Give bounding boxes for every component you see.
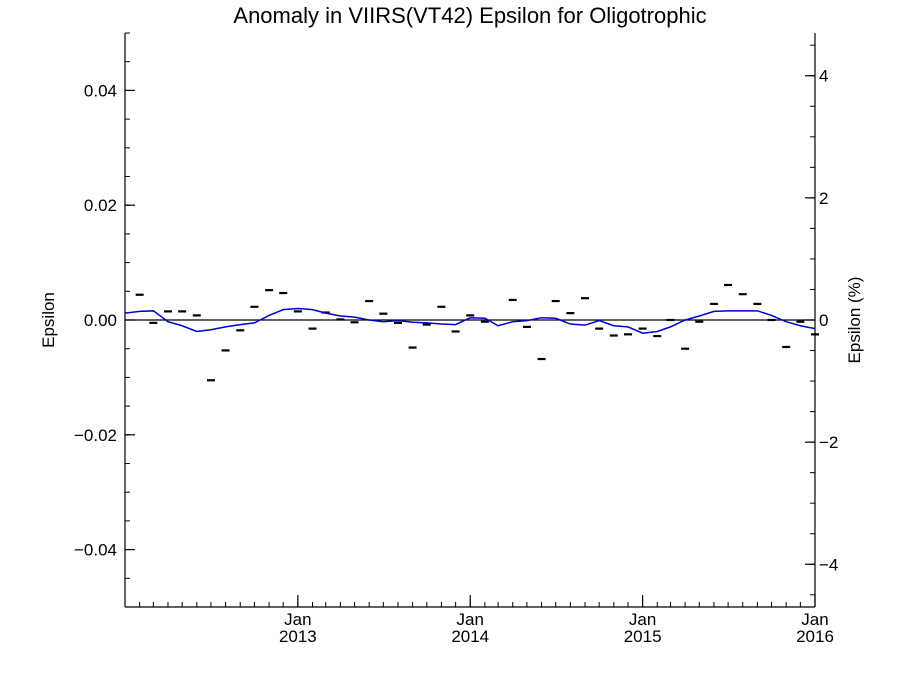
x-tick-label: 2016	[796, 627, 834, 646]
y-tick-label-right: 2	[819, 189, 828, 208]
series-line	[124, 307, 816, 334]
y-tick-label: 0.02	[84, 196, 117, 215]
y-axis-label: Epsilon	[39, 292, 58, 348]
y-tick-label: 0.04	[84, 81, 117, 100]
series-layer	[124, 283, 819, 382]
y-tick-label-right: 0	[819, 311, 828, 330]
x-tick-label: 2013	[279, 627, 317, 646]
x-tick-label: Jan	[801, 610, 828, 629]
y-tick-label-right: −2	[819, 433, 838, 452]
x-tick-label: Jan	[284, 610, 311, 629]
x-tick-label: Jan	[629, 610, 656, 629]
x-tick-label: Jan	[457, 610, 484, 629]
y-tick-label: −0.02	[74, 426, 117, 445]
y-tick-label: 0.00	[84, 311, 117, 330]
y-tick-label-right: 4	[819, 67, 828, 86]
x-tick-label: 2014	[451, 627, 489, 646]
chart-title: Anomaly in VIIRS(VT42) Epsilon for Oligo…	[233, 3, 706, 28]
axis-layer: −0.04−0.020.000.020.04−4−2024Jan2013Jan2…	[74, 32, 838, 646]
y-tick-label-right: −4	[819, 555, 838, 574]
y-tick-label: −0.04	[74, 541, 117, 560]
x-tick-label: 2015	[624, 627, 662, 646]
y-axis-label-right: Epsilon (%)	[845, 277, 864, 364]
